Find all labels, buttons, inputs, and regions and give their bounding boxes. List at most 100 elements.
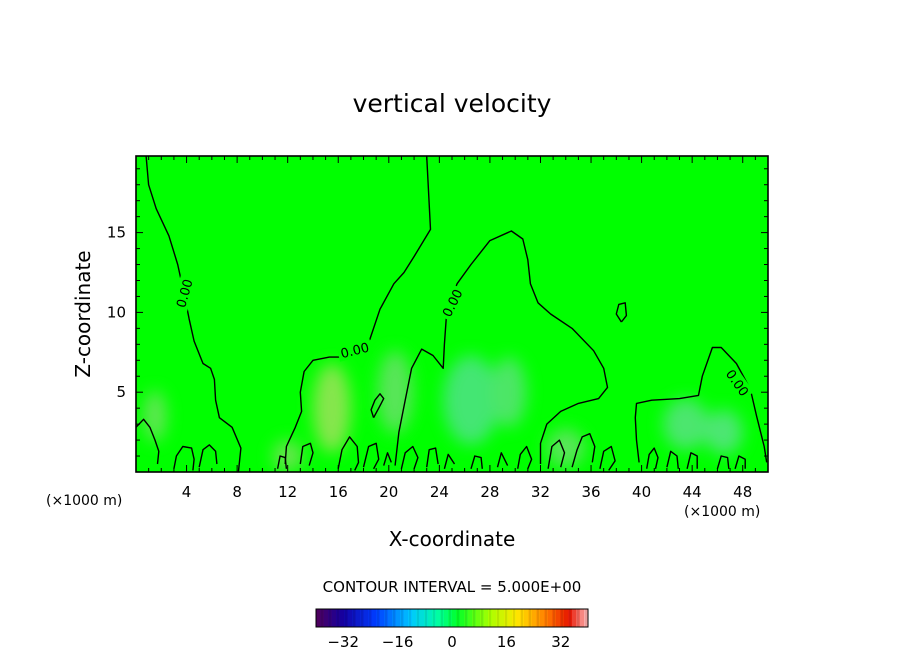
- colorbar-swatch: [576, 609, 581, 627]
- colorbar-swatch: [572, 609, 577, 627]
- colorbar-swatch: [436, 609, 441, 627]
- x-tick-label: 24: [430, 483, 449, 501]
- contour-label: 0.00: [339, 341, 371, 363]
- zero-contour-line: [299, 442, 314, 466]
- colorbar-swatch: [500, 609, 505, 627]
- colorbar-swatch: [328, 609, 333, 627]
- zero-contour-line: [198, 444, 218, 468]
- x-tick-label: 4: [182, 483, 192, 501]
- x-unit-left: (×1000 m): [46, 493, 122, 509]
- colorbar-swatch: [488, 609, 493, 627]
- x-tick-label: 20: [379, 483, 398, 501]
- colorbar-swatch: [316, 609, 321, 627]
- colorbar-swatch: [320, 609, 325, 627]
- y-tick-label: 5: [116, 383, 126, 401]
- colorbar-swatch: [556, 609, 561, 627]
- colorbar-swatch: [504, 609, 509, 627]
- colorbar-tick-label: −32: [327, 633, 359, 651]
- colorbar-swatch: [528, 609, 533, 627]
- zero-contour-line: [615, 302, 628, 323]
- colorbar-swatch: [480, 609, 485, 627]
- colorbar-swatch: [468, 609, 473, 627]
- velocity-field: [136, 156, 768, 472]
- colorbar-swatch: [568, 609, 573, 627]
- colorbar-swatch: [580, 609, 585, 627]
- contour-label-gap: [437, 284, 467, 322]
- colorbar-swatch: [496, 609, 501, 627]
- colorbar-swatch: [408, 609, 413, 627]
- colorbar-swatch: [336, 609, 341, 627]
- x-tick-label: 44: [683, 483, 702, 501]
- colorbar-swatch: [476, 609, 481, 627]
- colorbar-frame: [315, 608, 589, 628]
- colorbar-swatch: [544, 609, 549, 627]
- colorbar-swatch: [564, 609, 569, 627]
- zero-contour-line: [686, 452, 698, 469]
- colorbar-swatch: [388, 609, 393, 627]
- colorbar-swatch: [384, 609, 389, 627]
- contour-labels: 0.000.000.000.00: [171, 274, 754, 402]
- zero-contour-line: [599, 445, 616, 471]
- zero-contour-line: [443, 453, 456, 469]
- contour-label-gap: [171, 274, 197, 312]
- colorbar-swatch: [424, 609, 429, 627]
- zero-contour-line: [634, 346, 768, 463]
- field-shading: [663, 398, 709, 450]
- colorbar: [316, 609, 589, 627]
- y-tick-label: 10: [107, 303, 126, 321]
- colorbar-swatch: [380, 609, 385, 627]
- x-tick-label: 36: [581, 483, 600, 501]
- colorbar-tick-label: 32: [551, 633, 570, 651]
- zero-contour-line: [646, 447, 659, 469]
- contour-interval: CONTOUR INTERVAL = 5.000E+00: [323, 578, 582, 596]
- colorbar-swatch: [400, 609, 405, 627]
- colorbar-swatch: [348, 609, 353, 627]
- zero-contour-line: [496, 452, 509, 468]
- zero-contour-line: [276, 455, 288, 469]
- colorbar-swatch: [340, 609, 345, 627]
- colorbar-swatch: [508, 609, 513, 627]
- zero-contour-line: [470, 455, 483, 469]
- contour-label-gap: [336, 338, 374, 362]
- y-tick-label: 15: [107, 224, 126, 242]
- colorbar-swatch: [428, 609, 433, 627]
- colorbar-swatch: [524, 609, 529, 627]
- field-shading: [143, 390, 167, 442]
- field-shading: [272, 440, 303, 472]
- x-tick-label: 28: [480, 483, 499, 501]
- colorbar-ticks: −32 −16 0 16 32: [327, 633, 570, 651]
- colorbar-swatch: [540, 609, 545, 627]
- colorbar-swatch: [472, 609, 477, 627]
- zero-contour-line: [517, 445, 533, 470]
- colorbar-swatch: [584, 609, 589, 627]
- colorbar-swatch: [464, 609, 469, 627]
- field-shading: [312, 363, 351, 453]
- colorbar-swatch: [404, 609, 409, 627]
- colorbar-swatch: [512, 609, 517, 627]
- colorbar-tick-label: 0: [447, 633, 457, 651]
- zero-contour-line: [394, 230, 609, 466]
- x-tick-label: 48: [733, 483, 752, 501]
- x-unit-right: (×1000 m): [684, 504, 760, 520]
- zero-contour-line: [173, 445, 195, 471]
- colorbar-swatch: [360, 609, 365, 627]
- colorbar-swatch: [368, 609, 373, 627]
- zero-contour-line: [383, 452, 392, 466]
- colorbar-swatch: [520, 609, 525, 627]
- colorbar-swatch: [492, 609, 497, 627]
- colorbar-swatch: [356, 609, 361, 627]
- x-tick-label: 40: [632, 483, 651, 501]
- x-tick-label: 12: [278, 483, 297, 501]
- colorbar-swatch: [364, 609, 369, 627]
- zero-contour-line: [666, 450, 679, 469]
- zero-contour-line: [337, 436, 360, 471]
- zero-contour-line: [145, 156, 242, 472]
- zero-contour-line: [426, 447, 439, 468]
- colorbar-swatch: [456, 609, 461, 627]
- field-shading: [377, 350, 413, 434]
- colorbar-swatch: [552, 609, 557, 627]
- zero-contour-line: [370, 393, 385, 419]
- colorbar-swatch: [440, 609, 445, 627]
- zero-contour-line: [136, 418, 160, 465]
